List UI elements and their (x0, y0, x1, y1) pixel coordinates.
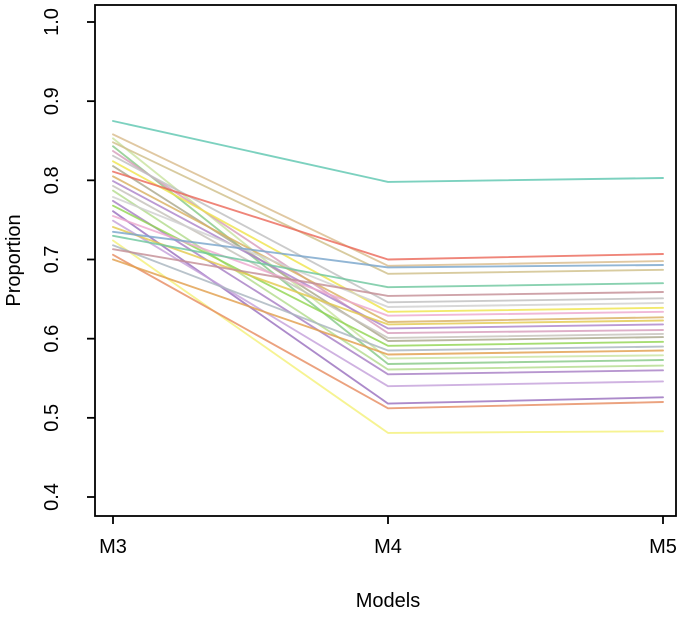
series-line (112, 230, 664, 269)
series-line (112, 215, 664, 317)
series-line (112, 133, 664, 267)
series-line (112, 170, 664, 261)
series-line (112, 141, 664, 275)
series-line (112, 154, 664, 304)
x-axis-tick-label: M5 (649, 536, 677, 558)
y-axis-tick-label: 0.9 (41, 87, 63, 115)
series-line (112, 184, 664, 339)
plot-box (94, 4, 677, 517)
y-axis-tick-label: 0.5 (41, 404, 63, 432)
series-line (112, 160, 664, 313)
series-line (112, 248, 664, 297)
series-line (112, 239, 664, 434)
series-line (112, 226, 664, 326)
series-line (112, 244, 664, 352)
series-line (112, 219, 664, 388)
y-axis-tick-label: 0.4 (41, 483, 63, 511)
x-axis-tick-label: M4 (374, 536, 402, 558)
y-axis-tick-label: 1.0 (41, 8, 63, 36)
series-line (112, 258, 664, 356)
series-line (112, 253, 664, 410)
series-line (112, 196, 664, 308)
series-line (112, 120, 664, 183)
x-axis-title: Models (356, 590, 420, 612)
y-axis-title: Proportion (3, 214, 25, 306)
series-line (112, 180, 664, 330)
y-axis-tick-label: 0.8 (41, 166, 63, 194)
series-line (112, 175, 664, 323)
series-line (112, 234, 664, 289)
x-axis-tick-label: M3 (99, 536, 127, 558)
y-axis-tick-label: 0.6 (41, 325, 63, 353)
y-axis-tick-label: 0.7 (41, 246, 63, 274)
series-line (112, 145, 664, 365)
